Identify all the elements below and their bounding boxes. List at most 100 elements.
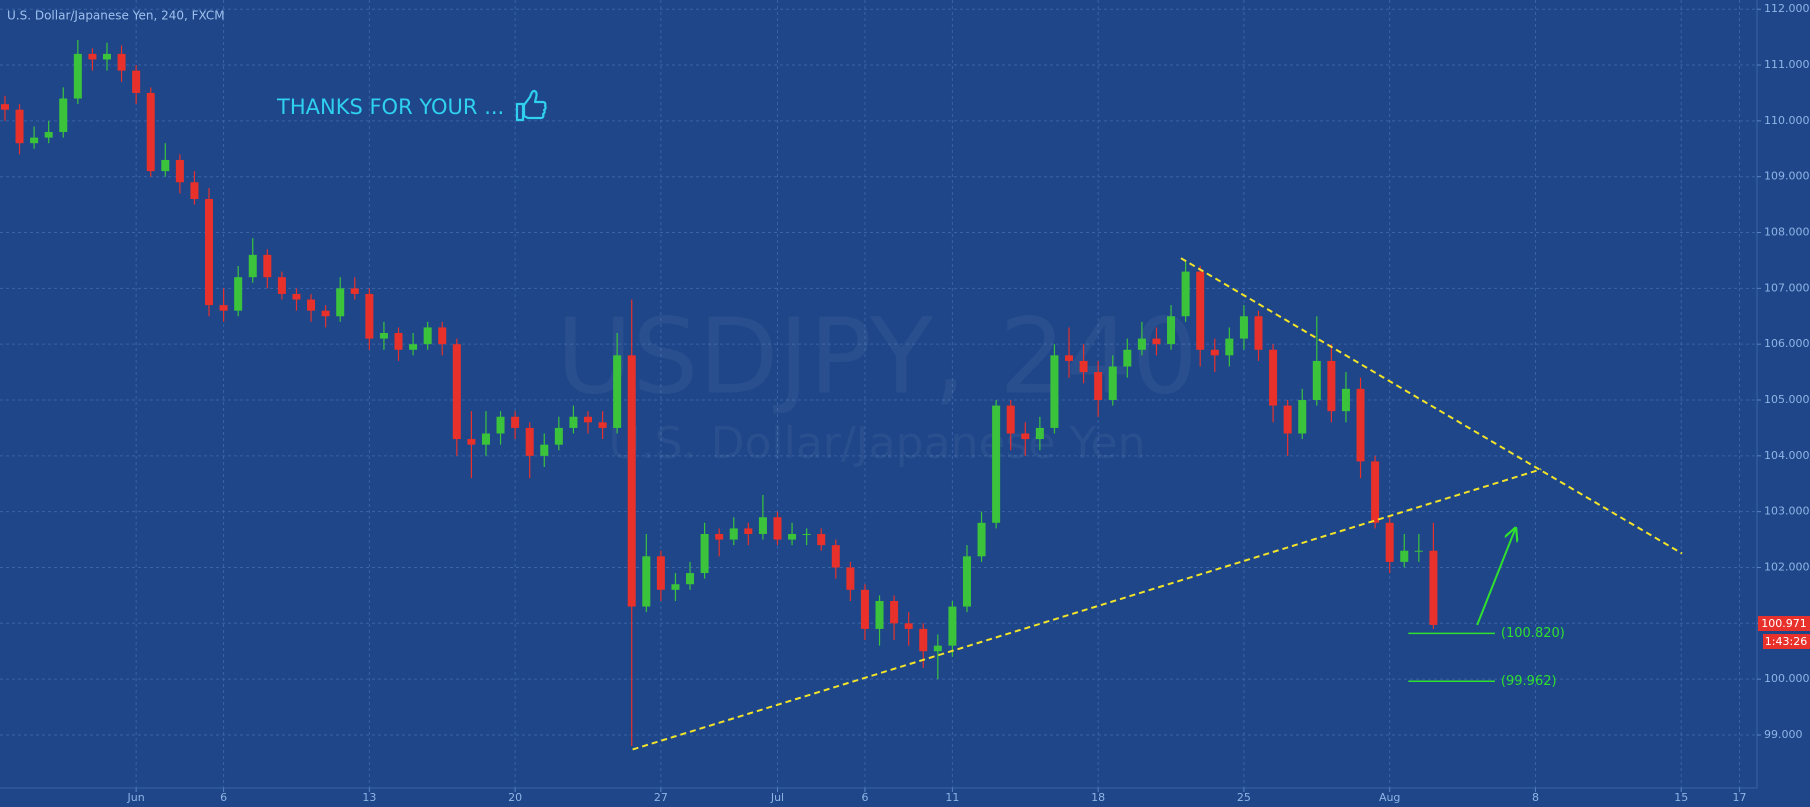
candle-body bbox=[496, 416, 505, 434]
candle-body bbox=[613, 355, 622, 428]
candle-body bbox=[409, 344, 418, 350]
candle-body bbox=[423, 327, 432, 345]
candle-body bbox=[627, 355, 636, 607]
grid bbox=[0, 0, 1757, 788]
y-tick-label: 112.000 bbox=[1764, 2, 1810, 15]
y-tick-label: 103.000 bbox=[1764, 505, 1810, 518]
candle-body bbox=[744, 528, 753, 534]
candle-body bbox=[15, 109, 24, 144]
candle-body bbox=[248, 254, 257, 278]
candle-body bbox=[438, 327, 447, 345]
candle-body bbox=[452, 344, 461, 440]
candle-body bbox=[642, 556, 651, 607]
candle-body bbox=[831, 545, 840, 568]
candle-body bbox=[1196, 271, 1205, 350]
candle-body bbox=[1021, 433, 1030, 440]
candle-body bbox=[788, 533, 797, 540]
candle-body bbox=[904, 623, 913, 629]
candle-body bbox=[161, 159, 170, 172]
y-tick-label: 108.000 bbox=[1764, 226, 1810, 239]
candle-body bbox=[715, 533, 724, 540]
y-tick-label: 106.000 bbox=[1764, 337, 1810, 350]
candle-body bbox=[890, 600, 899, 624]
candle-body bbox=[933, 645, 942, 652]
candle-body bbox=[379, 333, 388, 339]
candle-body bbox=[234, 277, 243, 311]
candle-body bbox=[277, 277, 286, 294]
candle-body bbox=[1356, 388, 1365, 462]
candle-body bbox=[1152, 338, 1161, 345]
candle-body bbox=[846, 567, 855, 590]
candle-body bbox=[817, 533, 826, 546]
candle-body bbox=[1225, 338, 1234, 356]
last-price-tag bbox=[1758, 616, 1810, 631]
level-label: (100.820) bbox=[1501, 626, 1565, 641]
y-tick-label: 100.000 bbox=[1764, 672, 1810, 685]
y-tick-label: 104.000 bbox=[1764, 449, 1810, 462]
candle-body bbox=[525, 427, 534, 456]
candle-body bbox=[1167, 316, 1176, 345]
candle-body bbox=[569, 416, 578, 428]
candle-body bbox=[511, 416, 520, 428]
candle-body bbox=[219, 305, 228, 311]
x-tick-label: Aug bbox=[1379, 791, 1400, 804]
y-tick-label: 109.000 bbox=[1764, 170, 1810, 183]
x-tick-label: 20 bbox=[508, 791, 522, 804]
candle-body bbox=[1006, 405, 1015, 434]
candle-body bbox=[1254, 316, 1263, 350]
candle-body bbox=[1239, 316, 1248, 339]
candle-body bbox=[1094, 372, 1103, 401]
candle-body bbox=[350, 288, 359, 294]
candle-body bbox=[758, 517, 767, 534]
candle-body bbox=[394, 333, 403, 350]
candle-body bbox=[467, 439, 476, 445]
candle-body bbox=[1181, 271, 1190, 317]
candle-body bbox=[190, 182, 199, 200]
candle-body bbox=[175, 159, 184, 183]
thumbs-up-icon bbox=[515, 89, 547, 122]
candle-body bbox=[773, 517, 782, 540]
candle-body bbox=[583, 416, 593, 423]
candle-body bbox=[554, 427, 563, 445]
candle-body bbox=[919, 628, 928, 652]
candle-body bbox=[686, 573, 695, 585]
x-tick-label: Jul bbox=[770, 791, 784, 804]
time-axis bbox=[0, 788, 1810, 807]
trend-line bbox=[1180, 257, 1683, 555]
level-label: (99.962) bbox=[1501, 674, 1557, 689]
candle-body bbox=[598, 422, 607, 428]
y-tick-label: 110.000 bbox=[1764, 114, 1810, 127]
candle-body bbox=[205, 199, 214, 306]
y-tick-label: 99.000 bbox=[1764, 728, 1803, 741]
candle-body bbox=[1137, 338, 1146, 350]
candle-body bbox=[1371, 461, 1380, 523]
candle-body bbox=[1035, 427, 1044, 440]
candle-body bbox=[146, 92, 155, 172]
candle-body bbox=[59, 98, 68, 133]
x-tick-label: 13 bbox=[362, 791, 376, 804]
candles bbox=[0, 39, 1438, 747]
candle-body bbox=[729, 528, 738, 540]
y-tick-label: 111.000 bbox=[1764, 58, 1810, 71]
x-tick-label: 15 bbox=[1674, 791, 1688, 804]
x-tick-label: 8 bbox=[1532, 791, 1539, 804]
candle-body bbox=[1298, 400, 1307, 434]
candle-body bbox=[1050, 355, 1059, 428]
x-tick-label: 6 bbox=[861, 791, 868, 804]
candle-body bbox=[1283, 405, 1292, 434]
x-tick-label: 6 bbox=[220, 791, 227, 804]
candle-body bbox=[1312, 360, 1321, 401]
candle-body bbox=[481, 433, 490, 445]
candle-body bbox=[292, 293, 301, 300]
trend-line bbox=[632, 468, 1542, 751]
candle-body bbox=[88, 53, 97, 60]
x-tick-label: 18 bbox=[1091, 791, 1105, 804]
x-tick-label: 11 bbox=[945, 791, 959, 804]
last-price-label: 100.971 bbox=[1761, 617, 1807, 630]
candle-body bbox=[263, 254, 272, 278]
candle-body bbox=[1065, 355, 1074, 361]
arrow bbox=[1476, 530, 1515, 626]
